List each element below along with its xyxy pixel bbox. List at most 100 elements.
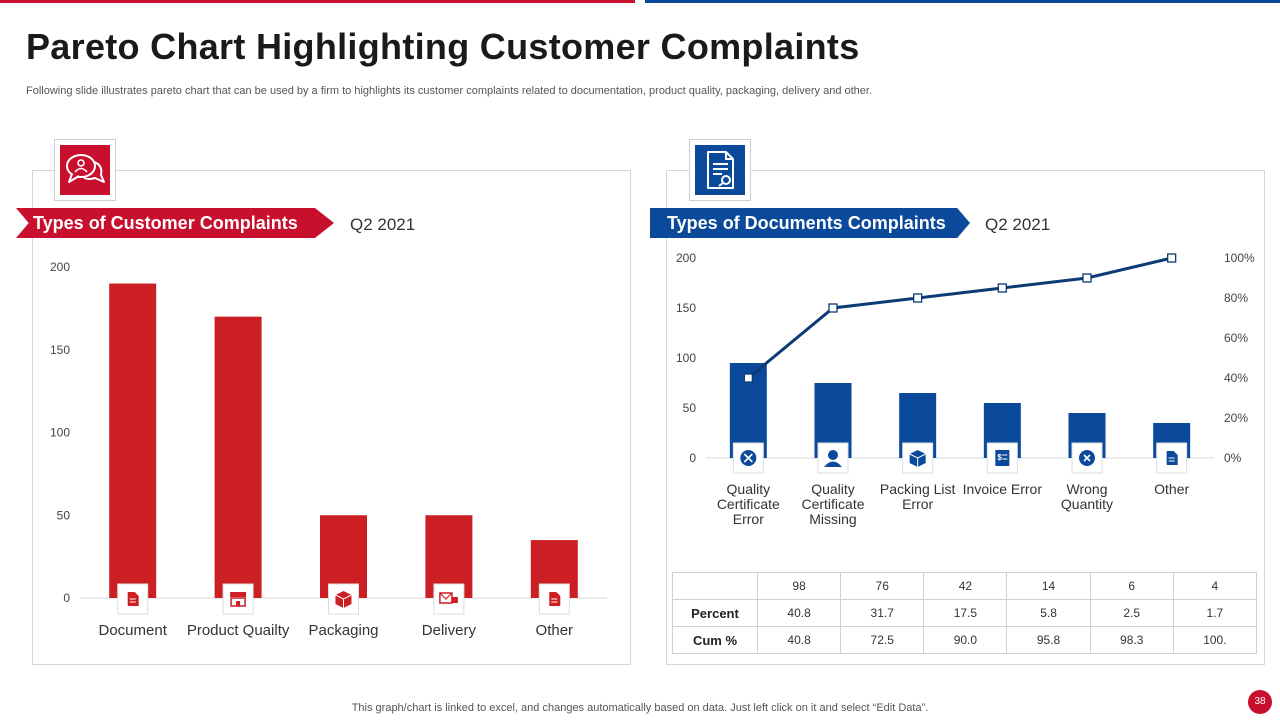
left-period: Q2 2021 — [350, 215, 416, 234]
y2-tick-label: 100% — [1224, 251, 1255, 265]
table-cell: 76 — [840, 572, 925, 600]
cumulative-line — [747, 256, 1173, 380]
truck-cab — [451, 597, 458, 603]
table-cell: 40.8 — [756, 626, 842, 654]
page-subtitle: Following slide illustrates pareto chart… — [26, 85, 873, 97]
x-tick-label: Document — [99, 622, 168, 639]
x-tick-label: Certificate — [801, 496, 864, 512]
package-icon-edges — [335, 594, 352, 608]
y-tick-label: 200 — [676, 251, 696, 265]
left-icon-box — [54, 139, 116, 201]
y2-tick-label: 20% — [1224, 411, 1248, 425]
table-header-row: 98 76 42 14 6 4 — [672, 572, 1258, 600]
table-cell: 98 — [756, 572, 842, 600]
table-cell: 4 — [1172, 572, 1258, 600]
footer-note: This graph/chart is linked to excel, and… — [351, 702, 929, 714]
line-marker — [828, 303, 838, 313]
category-badge — [328, 583, 359, 615]
category-badge — [817, 442, 849, 474]
customer-complaints-chart: 0 50 100 150 200 Document Product Quailty Packa… — [50, 260, 607, 639]
right-icon-box — [689, 139, 751, 201]
y-tick-label: 0 — [689, 451, 696, 465]
category-badge — [538, 583, 570, 615]
badge-box — [1071, 442, 1103, 474]
y-tick-label: 150 — [50, 343, 70, 357]
x-tick-label: Error — [902, 496, 933, 512]
chat-user-icon — [60, 145, 110, 195]
line-marker — [1167, 253, 1177, 263]
category-badge — [732, 442, 764, 474]
invoice-dollar: $ — [997, 453, 1002, 462]
table-cell: 1.7 — [1172, 599, 1258, 627]
page-title: Pareto Chart Highlighting Customer Compl… — [26, 26, 860, 67]
x-tick-label: Packing List — [880, 481, 956, 497]
store-door — [236, 601, 241, 606]
x-tick-label: Packaging — [308, 622, 378, 639]
user-head — [828, 450, 838, 460]
table-cell: 72.5 — [840, 626, 925, 654]
table-corner-cell — [672, 572, 758, 600]
invoice-shape — [995, 450, 1010, 466]
bar — [109, 283, 157, 598]
gear-cross — [743, 453, 753, 463]
line-marker — [1082, 273, 1092, 283]
line-marker — [743, 373, 753, 383]
y-tick-label: 50 — [57, 508, 71, 522]
y-tick-label: 100 — [676, 351, 696, 365]
category-badge: $ — [986, 442, 1018, 474]
right-ribbon: Types of Documents Complaints — [650, 208, 970, 238]
y-tick-label: 0 — [63, 591, 70, 605]
box-icon-edges — [909, 453, 926, 467]
y2-tick-label: 40% — [1224, 371, 1248, 385]
x-tick-label: Certificate — [717, 496, 780, 512]
top-accent-red — [0, 0, 635, 3]
table-cell: 17.5 — [923, 599, 1008, 627]
x-tick-label: Quality — [727, 481, 771, 497]
badge-box — [222, 583, 254, 615]
category-badge — [433, 583, 465, 615]
category-badge — [1071, 442, 1103, 474]
table-row-label: Cum % — [672, 626, 758, 654]
table-cell: 95.8 — [1006, 626, 1091, 654]
category-badge — [117, 583, 149, 615]
badge-box — [732, 442, 764, 474]
left-ribbon: Types of Customer Complaints — [16, 208, 334, 238]
x-tick-label: Wrong — [1067, 481, 1108, 497]
page-number: 38 — [1248, 690, 1272, 714]
table-cell: 2.5 — [1089, 599, 1174, 627]
x-tick-label: Missing — [809, 511, 856, 527]
right-period: Q2 2021 — [985, 215, 1051, 234]
y-tick-label: 150 — [676, 301, 696, 315]
x-tick-label: Error — [733, 511, 764, 527]
y2-tick-label: 60% — [1224, 331, 1248, 345]
category-badge — [222, 583, 254, 615]
table-cell: 14 — [1006, 572, 1091, 600]
x-tick-label: Quality — [811, 481, 855, 497]
x-circle-cross — [1083, 454, 1091, 462]
y-tick-label: 50 — [683, 401, 697, 415]
category-badge — [902, 442, 934, 474]
x-tick-label: Invoice Error — [963, 481, 1043, 497]
table-row: Cum % 40.8 72.5 90.0 95.8 98.3 100. — [672, 626, 1258, 654]
user-body — [824, 461, 842, 467]
table-cell: 100. — [1172, 626, 1258, 654]
store-awning — [230, 592, 247, 597]
table-cell: 42 — [923, 572, 1008, 600]
document-icon — [695, 145, 745, 195]
x-tick-label: Quantity — [1061, 496, 1113, 512]
x-tick-label: Delivery — [422, 622, 477, 639]
badge-box — [433, 583, 465, 615]
document-complaints-chart: 0501001502000%20%40%60%80%100%QualityCer… — [676, 251, 1255, 527]
x-tick-label: Product Quailty — [187, 622, 290, 639]
table-row: Percent 40.8 31.7 17.5 5.8 2.5 1.7 — [672, 599, 1258, 627]
table-cell: 6 — [1089, 572, 1174, 600]
table-row-label: Percent — [672, 599, 758, 627]
line-marker — [913, 293, 923, 303]
top-accent-blue — [645, 0, 1280, 3]
category-badge — [1156, 442, 1188, 474]
table-cell: 40.8 — [756, 599, 842, 627]
table-cell: 98.3 — [1089, 626, 1174, 654]
table-cell: 31.7 — [840, 599, 925, 627]
table-cell: 90.0 — [923, 626, 1008, 654]
table-cell: 5.8 — [1006, 599, 1091, 627]
